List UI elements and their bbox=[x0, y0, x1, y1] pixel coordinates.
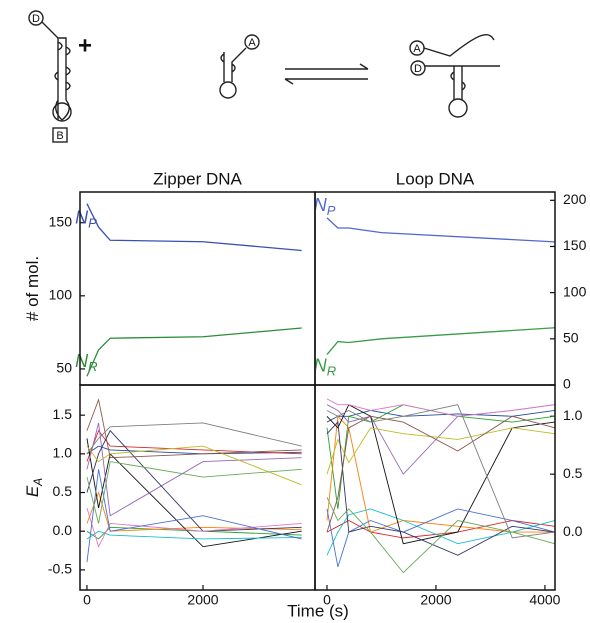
series-group bbox=[86, 398, 302, 563]
y-axis-label: # of mol. bbox=[23, 256, 42, 321]
series-label: NP bbox=[75, 207, 97, 231]
y-tick-label: 1.5 bbox=[53, 406, 73, 422]
y-axis-label-main: E bbox=[23, 485, 42, 497]
line bbox=[326, 404, 555, 545]
series-label-main: N bbox=[75, 207, 89, 227]
series-label: NP bbox=[314, 195, 336, 219]
y-tick-label: -0.5 bbox=[48, 561, 72, 577]
y-tick-label: 150 bbox=[563, 237, 587, 253]
x-tick-label: 0 bbox=[323, 592, 331, 608]
line bbox=[326, 404, 555, 509]
y-tick-label: 1.0 bbox=[563, 407, 583, 423]
label-circle bbox=[244, 34, 260, 50]
line bbox=[326, 421, 555, 556]
line bbox=[326, 327, 555, 355]
line bbox=[326, 398, 555, 417]
diagram-label: A bbox=[248, 37, 256, 49]
y-tick-label: 50 bbox=[563, 330, 579, 346]
line bbox=[86, 422, 302, 455]
series-label-sub: R bbox=[327, 364, 336, 379]
line bbox=[326, 410, 555, 423]
line bbox=[86, 429, 302, 462]
line bbox=[86, 491, 302, 532]
line bbox=[326, 508, 555, 567]
panel-frame bbox=[314, 384, 556, 591]
panel-frame bbox=[314, 191, 556, 386]
zipper-strand bbox=[41, 21, 71, 121]
hairpin-loop bbox=[52, 102, 72, 122]
panel-title: Zipper DNA bbox=[153, 169, 242, 188]
line bbox=[326, 404, 555, 539]
diagram-label: D bbox=[414, 63, 422, 75]
series-label-sub: R bbox=[88, 360, 97, 375]
y-tick-label: 0 bbox=[563, 376, 571, 392]
line bbox=[326, 217, 555, 243]
y-tick-label: 150 bbox=[49, 213, 73, 229]
diagram-label: D bbox=[32, 13, 40, 25]
y-tick-label: 0.0 bbox=[563, 523, 583, 539]
hairpin-strand bbox=[220, 47, 247, 82]
x-tick-label: 4000 bbox=[529, 592, 560, 608]
hairpin-loop bbox=[219, 81, 237, 99]
series-label-sub: P bbox=[88, 216, 97, 231]
y-tick-label: 100 bbox=[563, 283, 587, 299]
y-tick-label: 0.5 bbox=[53, 483, 73, 499]
y-tick-label: 0.0 bbox=[53, 522, 73, 538]
y-tick-label: 200 bbox=[563, 191, 587, 207]
line bbox=[86, 507, 302, 548]
series-group bbox=[86, 203, 302, 377]
line bbox=[326, 519, 555, 539]
schematic: D B + A A D bbox=[28, 10, 500, 143]
y-axis-label: EA bbox=[23, 478, 45, 497]
series-group bbox=[326, 217, 555, 355]
series-label-main: N bbox=[314, 355, 328, 375]
y-tick-label: 50 bbox=[56, 360, 72, 376]
x-tick-label: 2000 bbox=[187, 592, 218, 608]
x-tick-label: 0 bbox=[83, 592, 91, 608]
panel-frame bbox=[79, 191, 316, 386]
label-circle bbox=[28, 10, 44, 26]
y-tick-label: 100 bbox=[49, 287, 73, 303]
y-axis-label-sub: A bbox=[31, 478, 45, 487]
panel-frame bbox=[79, 384, 316, 591]
complex-strands bbox=[423, 33, 500, 100]
series-label-sub: P bbox=[327, 203, 336, 218]
line bbox=[326, 508, 555, 556]
plus: + bbox=[78, 32, 92, 59]
panel-title: Loop DNA bbox=[396, 169, 475, 188]
y-axis-label-main: # of mol. bbox=[23, 256, 42, 321]
line bbox=[86, 422, 302, 517]
equilibrium-arrows bbox=[284, 63, 369, 85]
series-group bbox=[326, 398, 555, 574]
series-label: NR bbox=[75, 351, 97, 375]
y-tick-label: 1.0 bbox=[53, 445, 73, 461]
x-axis-label: Time (s) bbox=[287, 601, 349, 620]
line bbox=[86, 445, 302, 486]
label-circle bbox=[410, 60, 426, 76]
label-box bbox=[52, 127, 68, 143]
line bbox=[86, 398, 302, 459]
line bbox=[86, 469, 302, 563]
line bbox=[326, 497, 555, 574]
y-tick-label: 0.5 bbox=[563, 465, 583, 481]
diagram-label: B bbox=[56, 130, 63, 142]
series-label-main: N bbox=[75, 351, 89, 371]
hairpin-loop bbox=[448, 98, 468, 118]
line bbox=[86, 429, 302, 532]
line bbox=[86, 526, 302, 540]
line bbox=[86, 445, 302, 455]
series-label: NR bbox=[314, 355, 336, 379]
series-label-main: N bbox=[314, 195, 328, 215]
x-tick-label: 2000 bbox=[420, 592, 451, 608]
line bbox=[86, 461, 302, 524]
diagram-label: A bbox=[413, 43, 421, 55]
line bbox=[86, 203, 302, 252]
line bbox=[86, 327, 302, 377]
